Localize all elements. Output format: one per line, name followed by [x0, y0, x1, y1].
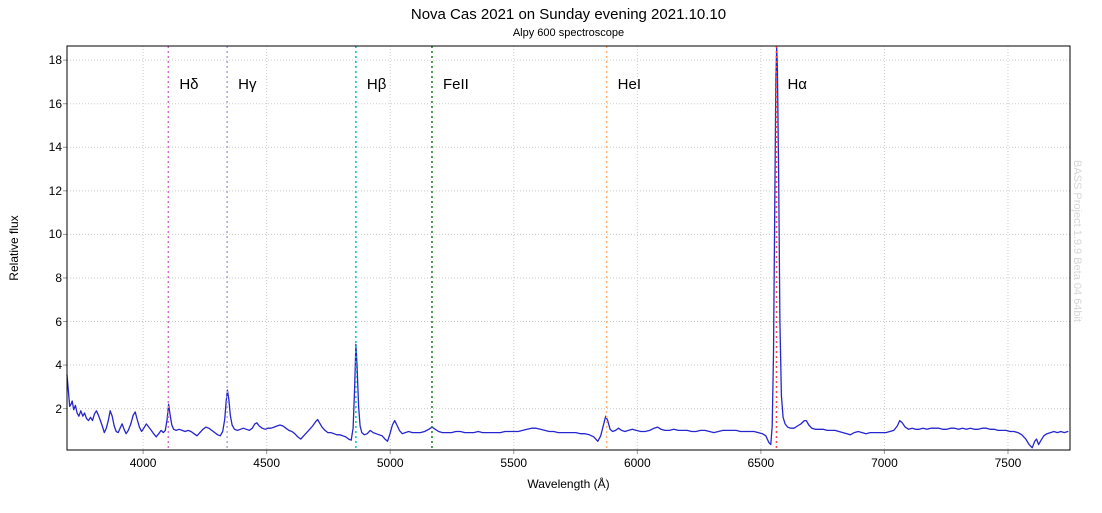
watermark-text: BASS Project 1.9.9 Beta 04 64bit — [1071, 160, 1083, 323]
y-tick-label: 2 — [55, 401, 62, 416]
y-tick-label: 8 — [55, 270, 62, 285]
marker-label-halpha: Hα — [787, 76, 807, 93]
marker-label-hgamma: Hγ — [238, 76, 257, 93]
chart-title: Nova Cas 2021 on Sunday evening 2021.10.… — [410, 6, 727, 23]
y-tick-label: 6 — [55, 314, 62, 329]
x-tick-label: 7500 — [994, 456, 1022, 470]
y-tick-label: 12 — [48, 183, 62, 198]
plot-border — [66, 45, 1071, 451]
y-tick-label: 4 — [55, 358, 62, 373]
x-tick-label: 7000 — [871, 456, 898, 470]
x-tick-label: 5500 — [500, 456, 528, 470]
x-tick-label: 4000 — [129, 456, 157, 470]
spectrum-curve — [66, 47, 1069, 449]
marker-label-feii: FeII — [442, 76, 469, 93]
x-tick-label: 6500 — [747, 456, 775, 470]
y-tick-label: 18 — [48, 53, 62, 68]
x-tick-label: 6000 — [623, 456, 651, 470]
marker-label-hbeta: Hβ — [366, 76, 387, 93]
x-axis-label: Wavelength (Å) — [527, 477, 610, 491]
y-tick-label: 14 — [48, 140, 62, 155]
x-tick-label: 5000 — [376, 456, 404, 470]
y-tick-label: 10 — [48, 227, 62, 242]
y-tick-label: 16 — [48, 96, 62, 111]
marker-label-hdelta: Hδ — [179, 76, 199, 93]
x-tick-label: 4500 — [253, 456, 280, 470]
marker-label-hei: HeI — [617, 76, 642, 93]
chart-subtitle: Alpy 600 spectroscope — [512, 27, 625, 39]
